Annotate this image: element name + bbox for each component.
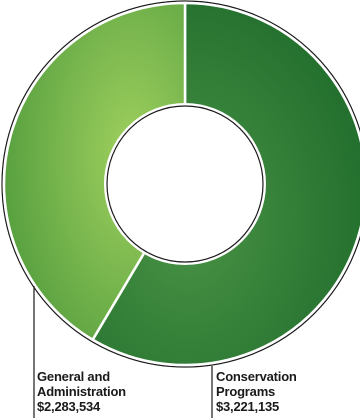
slice-name-line: Programs [216,384,276,399]
donut-hole-outline [106,105,264,263]
slice-label-conservation: Conservation Programs $3,221,135 [216,369,297,414]
slice-name-line: Administration [37,384,126,399]
donut-hole [104,103,266,265]
outer-ring-outline [1,0,360,368]
slice-value: $2,283,534 [37,399,101,414]
slice-label-general-admin: General and Administration $2,283,534 [37,369,126,414]
slice-name-line: General and [37,369,110,384]
slice-name-line: Conservation [216,369,297,384]
slice-value: $3,221,135 [216,399,280,414]
